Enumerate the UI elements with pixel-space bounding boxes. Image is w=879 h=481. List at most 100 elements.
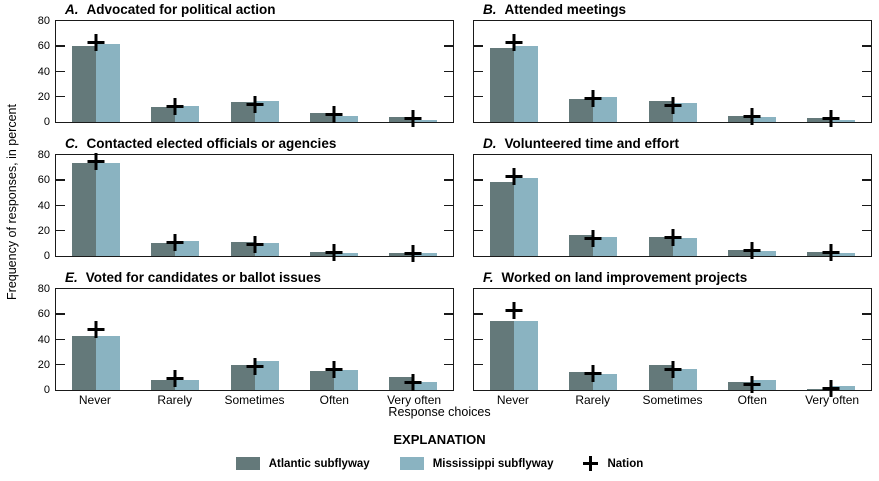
- bar-groups: [56, 289, 453, 391]
- nation-plus-marker: [584, 229, 602, 247]
- legend-label-atlantic: Atlantic subflyway: [268, 457, 370, 470]
- bar-group-sometimes: [215, 21, 294, 122]
- nation-plus-marker: [822, 379, 840, 397]
- bar-mississippi: [831, 252, 856, 256]
- bar-atlantic: [151, 106, 176, 122]
- bar-atlantic: [807, 388, 832, 390]
- bar-group-rarely: [553, 155, 632, 256]
- bar-mississippi: [175, 379, 200, 390]
- bar-mississippi: [95, 336, 120, 390]
- bar-atlantic: [807, 252, 832, 256]
- bar-atlantic: [489, 181, 514, 256]
- y-tick-label: 40: [37, 333, 50, 346]
- bar-group-often: [712, 155, 791, 259]
- nation-plus-marker: [505, 301, 523, 319]
- axis-tick: [474, 363, 483, 366]
- bar-atlantic: [807, 118, 832, 122]
- nation-plus-marker: [166, 370, 184, 388]
- bar-group-sometimes: [633, 155, 712, 256]
- bar-group-very-often: [374, 289, 453, 391]
- axis-tick: [56, 204, 65, 207]
- y-tick-label: 0: [43, 384, 50, 396]
- bar-group-never: [474, 21, 553, 122]
- panel-title-text: Contacted elected officials or agencies: [86, 136, 337, 151]
- bar-group-very-often: [792, 21, 871, 128]
- y-tick-label: 80: [37, 15, 50, 27]
- bar-mississippi: [95, 162, 120, 256]
- bar-atlantic: [569, 372, 594, 390]
- x-category-label: Never: [78, 393, 111, 407]
- legend-item-nation: Nation: [583, 456, 643, 471]
- y-tick-label: 60: [37, 174, 50, 187]
- axis-tick: [862, 338, 871, 341]
- bar-mississippi: [593, 237, 618, 256]
- bar-mississippi: [593, 373, 618, 390]
- bar-group-often: [712, 289, 791, 394]
- bar-mississippi: [751, 250, 776, 256]
- bar-mississippi: [751, 379, 776, 390]
- nation-plus-marker: [584, 90, 602, 108]
- axis-tick: [444, 363, 453, 366]
- bar-atlantic: [151, 243, 176, 256]
- bar-mississippi: [831, 386, 856, 390]
- bar-group-never: [56, 152, 135, 256]
- axis-tick: [444, 70, 453, 73]
- nation-plus-marker: [404, 244, 422, 262]
- panels-grid: A. Advocated for political action 0 20 40 60…: [38, 2, 872, 407]
- legend: Atlantic subflyway Mississippi subflyway…: [0, 456, 879, 471]
- axis-tick: [56, 95, 65, 98]
- y-tick-label: 40: [37, 199, 50, 212]
- axis-tick: [444, 204, 453, 207]
- panel-title: E. Voted for candidates or ballot issues: [55, 270, 454, 285]
- panel-letter: F.: [483, 270, 494, 285]
- axis-tick: [474, 313, 483, 315]
- panel-title: A. Advocated for political action: [55, 2, 454, 17]
- axis-tick: [862, 363, 871, 366]
- panel-title: D. Volunteered time and effort: [473, 136, 872, 151]
- panel-title-text: Worked on land improvement projects: [501, 270, 748, 285]
- bar-groups: [474, 289, 871, 397]
- plot-area: 0 20 40 60 80: [38, 15, 454, 128]
- atlantic-swatch-icon: [235, 457, 260, 470]
- nation-plus-marker: [87, 33, 105, 51]
- axis-tick: [56, 313, 65, 315]
- bar-groups: [474, 21, 871, 128]
- bar-group-very-often: [792, 289, 871, 397]
- bar-group-often: [294, 289, 373, 390]
- nation-plus-marker: [664, 229, 682, 247]
- axis-tick: [444, 338, 453, 341]
- nation-plus-marker: [87, 152, 105, 170]
- nation-plus-marker: [505, 33, 523, 51]
- x-category-label: Sometimes: [224, 393, 285, 407]
- nation-plus-marker: [822, 244, 840, 262]
- nation-plus-marker: [404, 373, 422, 391]
- nation-plus-marker: [246, 95, 264, 113]
- x-category-label: Very often: [387, 393, 442, 407]
- bar-atlantic: [648, 237, 673, 256]
- bar-group-rarely: [553, 21, 632, 122]
- plot-area: [473, 20, 872, 128]
- axis-tick: [474, 95, 483, 98]
- bar-mississippi: [333, 369, 358, 390]
- bar-mississippi: [513, 45, 538, 122]
- axis-tick: [56, 363, 65, 366]
- bar-atlantic: [727, 249, 752, 256]
- bar-group-very-often: [374, 21, 453, 127]
- nation-plus-marker: [743, 241, 761, 259]
- bar-atlantic: [489, 47, 514, 122]
- x-category-label: Never: [496, 393, 529, 407]
- panel-c: C. Contacted elected officials or agencie…: [38, 136, 454, 262]
- axis-tick: [56, 338, 65, 341]
- panel-letter: C.: [65, 136, 79, 151]
- bar-group-rarely: [135, 155, 214, 256]
- bar-atlantic: [569, 234, 594, 256]
- x-axis-label: Response choices: [388, 405, 491, 419]
- x-category-label: Sometimes: [642, 393, 703, 407]
- bar-mississippi: [672, 238, 697, 256]
- panel-title-text: Advocated for political action: [86, 2, 276, 17]
- x-category-label: Very often: [805, 393, 860, 407]
- y-tick-label: 80: [37, 149, 50, 161]
- axis-tick: [862, 179, 871, 181]
- panel-title: F. Worked on land improvement projects: [473, 270, 872, 285]
